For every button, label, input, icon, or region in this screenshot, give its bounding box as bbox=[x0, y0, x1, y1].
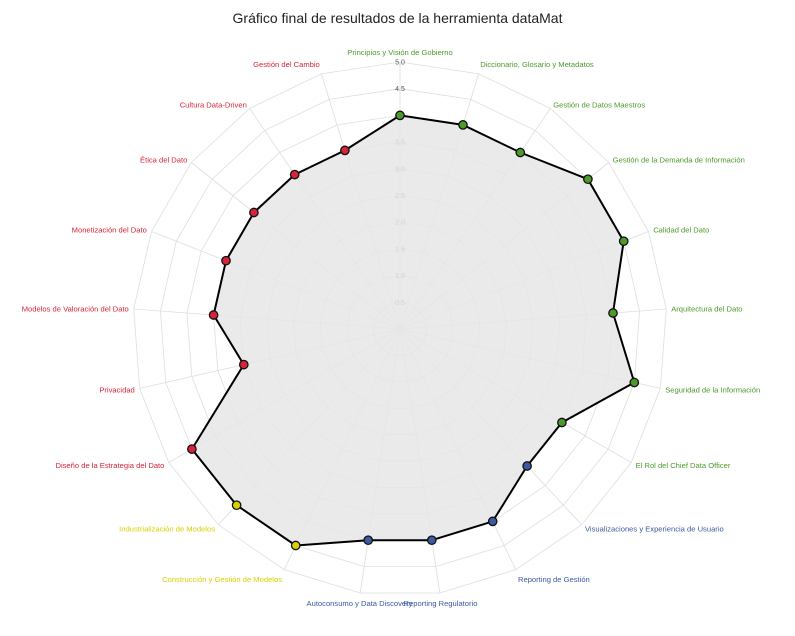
axis-label: Arquitectura del Dato bbox=[671, 305, 742, 314]
data-point[interactable] bbox=[608, 308, 618, 318]
data-point[interactable] bbox=[487, 516, 498, 527]
axis-label: Modelos de Valoración del Dato bbox=[22, 305, 129, 314]
axis-label: Industrialización de Modelos bbox=[119, 524, 215, 533]
data-point[interactable] bbox=[515, 147, 526, 158]
data-point[interactable] bbox=[208, 310, 219, 320]
data-point[interactable] bbox=[458, 120, 468, 130]
data-point[interactable] bbox=[426, 535, 437, 546]
data-point[interactable] bbox=[522, 461, 532, 471]
data-point[interactable] bbox=[557, 417, 567, 428]
data-point[interactable] bbox=[290, 540, 301, 551]
axis-label: Calidad del Dato bbox=[653, 226, 709, 235]
data-point[interactable] bbox=[629, 377, 640, 388]
chart-title: Gráfico final de resultados de la herram… bbox=[232, 10, 563, 26]
label-layer: Principios y Visión de Gobierno Diccionar… bbox=[22, 48, 760, 608]
axis-label: Gestión del Cambio bbox=[253, 60, 320, 69]
axis-label: Visualizaciones y Experiencia de Usuario bbox=[585, 524, 724, 533]
axis-label: Construcción y Gestión de Modelos bbox=[162, 575, 282, 584]
axis-label: Privacidad bbox=[99, 386, 134, 395]
data-point[interactable] bbox=[340, 145, 350, 156]
series-area bbox=[190, 114, 636, 547]
tick-label: 5.0 bbox=[395, 60, 405, 67]
axis-label: Diseño de la Estrategia del Dato bbox=[55, 461, 164, 470]
axis-label: Gestión de la Demanda de Información bbox=[613, 155, 745, 164]
data-point[interactable] bbox=[187, 444, 197, 454]
axis-label: Principios y Visión de Gobierno bbox=[347, 48, 452, 57]
axis-label: Autoconsumo y Data Discovery bbox=[307, 599, 413, 608]
data-point[interactable] bbox=[583, 174, 593, 185]
series-layer bbox=[187, 110, 640, 551]
data-point[interactable] bbox=[231, 500, 242, 511]
data-point[interactable] bbox=[238, 359, 249, 370]
data-point[interactable] bbox=[221, 255, 231, 266]
axis-label: El Rol del Chief Data Officer bbox=[636, 461, 731, 470]
axis-label: Monetización del Dato bbox=[72, 226, 147, 235]
axis-label: Diccionario, Glosario y Metadatos bbox=[480, 60, 594, 69]
grid-ring bbox=[133, 61, 667, 594]
axis-label: Seguridad de la Información bbox=[665, 386, 760, 395]
axis-label: Reporting Regulatorio bbox=[404, 599, 478, 608]
axis-label: Ética del Dato bbox=[140, 155, 187, 164]
axis-label: Gestión de Datos Maestros bbox=[553, 100, 645, 109]
axis-label: Cultura Data-Driven bbox=[180, 100, 247, 109]
data-point[interactable] bbox=[289, 169, 300, 180]
axis-label: Reporting de Gestión bbox=[518, 575, 590, 584]
data-point[interactable] bbox=[363, 535, 374, 546]
tick-label: 4.5 bbox=[395, 86, 405, 93]
data-point[interactable] bbox=[395, 110, 405, 121]
data-point[interactable] bbox=[618, 236, 629, 247]
data-point[interactable] bbox=[249, 207, 259, 218]
